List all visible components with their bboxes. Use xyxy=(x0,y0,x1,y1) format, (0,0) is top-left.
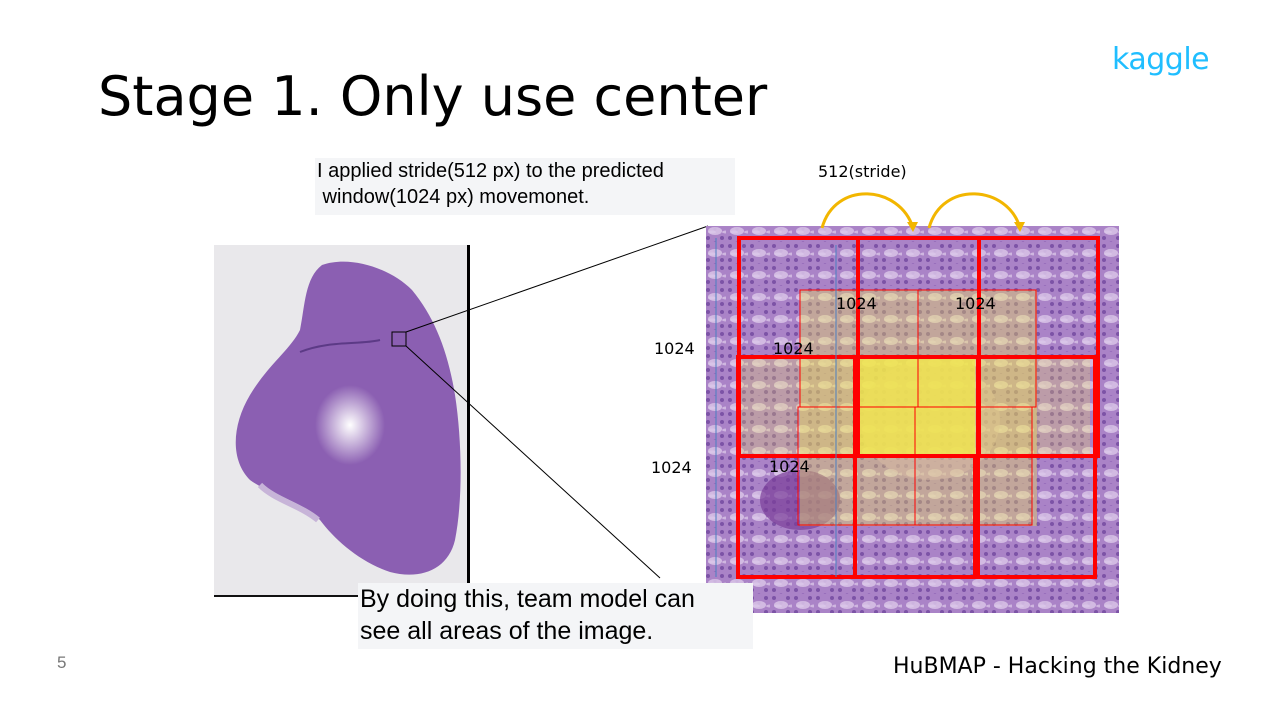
window-label: 1024 xyxy=(773,339,814,358)
callout-bottom: By doing this, team model can see all ar… xyxy=(358,583,753,649)
page-number: 5 xyxy=(57,653,67,672)
callout-top: I applied stride(512 px) to the predicte… xyxy=(315,158,735,215)
slide-title: Stage 1. Only use center xyxy=(98,65,768,128)
kidney-tissue-shape xyxy=(235,261,461,575)
stride-windows xyxy=(736,236,1100,579)
zoom-line-bottom xyxy=(405,345,661,579)
kaggle-logo: kaggle xyxy=(1112,42,1210,77)
stride-arrows xyxy=(820,192,1022,229)
window-label: 1024 xyxy=(654,339,695,358)
window-label: 1024 xyxy=(955,294,996,313)
window-label: 1024 xyxy=(836,294,877,313)
window-label: 1024 xyxy=(769,457,810,476)
arrow-head-1 xyxy=(907,222,918,232)
stride-label: 512(stride) xyxy=(818,162,907,181)
window-label: 1024 xyxy=(651,458,692,477)
zoom-line-top xyxy=(405,225,709,333)
footer-title: HuBMAP - Hacking the Kidney xyxy=(893,654,1222,679)
zoom-region-marker xyxy=(391,331,407,347)
arrow-head-2 xyxy=(1014,222,1025,232)
measurement-brackets xyxy=(715,238,837,577)
